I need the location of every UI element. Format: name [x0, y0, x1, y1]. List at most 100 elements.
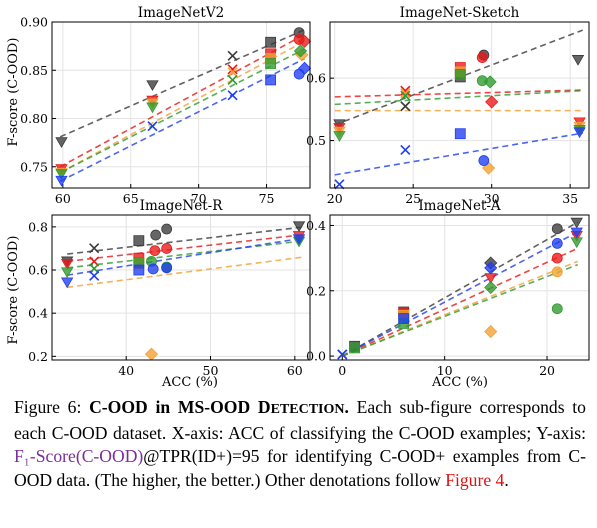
- trend-line-red: [59, 33, 305, 168]
- x-tick-label: 20: [327, 191, 343, 206]
- caption-end: .: [504, 469, 509, 490]
- x-tick-label: 70: [191, 191, 207, 206]
- x-tick-label: 60: [55, 191, 71, 206]
- marker-black-tri-down: [571, 55, 585, 66]
- marker-black-circle: [161, 223, 173, 235]
- y-tick-label: 0.8: [28, 219, 48, 234]
- caption-figure-link[interactable]: Figure 4: [445, 469, 505, 490]
- marker-green-tri-down: [60, 267, 74, 279]
- y-tick-label: 0.75: [20, 159, 48, 174]
- y-tick-label: 0.6: [28, 263, 48, 278]
- marker-black-circle: [551, 223, 563, 235]
- marker-green-tri-down: [333, 131, 346, 142]
- x-tick-label: 20: [539, 363, 555, 378]
- marker-green-x: [400, 90, 411, 101]
- trend-line-green: [59, 48, 305, 174]
- marker-orange-x: [400, 88, 411, 99]
- marker-red-diamond: [298, 34, 312, 48]
- y-tick-label: 0.4: [28, 306, 48, 321]
- x-tick-label: 60: [287, 363, 303, 378]
- subplot-title: ImageNet-A: [418, 198, 501, 214]
- marker-red-circle: [161, 243, 173, 254]
- trend-line-red: [334, 89, 583, 98]
- marker-blue-tri-down: [573, 127, 586, 139]
- marker-green-square: [454, 69, 466, 80]
- marker-green-tri-down: [55, 169, 68, 180]
- marker-red-tri-down: [60, 259, 74, 270]
- marker-black-tri-down: [55, 137, 68, 148]
- figure-grid: F-score (C-OOD) F-score (C-OOD) ACC (%) …: [6, 5, 590, 390]
- plot-area-imagenet-a: [330, 215, 589, 360]
- x-tick-label: 25: [405, 191, 421, 206]
- marker-black-x: [89, 243, 100, 254]
- subplot-imagenetv2: ImageNetV2 0.75 0.80 0.85 0.90 60 65 70 75: [20, 5, 312, 206]
- marker-blue-x: [89, 270, 100, 281]
- marker-orange-circle: [551, 266, 563, 278]
- marker-black-x: [400, 101, 411, 112]
- marker-blue-tri-down: [570, 227, 583, 239]
- marker-red-circle: [551, 252, 563, 264]
- x-axis-label-right: ACC (%): [431, 375, 488, 390]
- marker-green-diamond: [293, 44, 308, 58]
- trend-line-orange: [59, 40, 305, 174]
- x-tick-label: 35: [562, 191, 578, 206]
- marker-blue-tri-down: [60, 277, 74, 289]
- x-tick-label: 40: [118, 363, 134, 378]
- y-tick-label: 0.80: [20, 111, 48, 126]
- marker-green-x: [227, 74, 238, 85]
- plot-frame-imagenetv2: [51, 21, 311, 189]
- figure-caption: Figure 6: C-OOD in MS-OOD DETECTION. Eac…: [14, 396, 586, 492]
- plot-frame-imagenet-sketch: [329, 21, 590, 189]
- marker-blue-square: [398, 313, 410, 324]
- subplot-imagenet-sketch: ImageNet-Sketch 0.5 0.6 20 25 30 35: [306, 5, 590, 206]
- y-tick-label: 0.0: [306, 349, 326, 364]
- trend-line-blue: [59, 57, 305, 182]
- marker-green-diamond: [484, 280, 498, 295]
- marker-blue-square: [133, 264, 145, 276]
- marker-black-square: [133, 235, 145, 247]
- y-axis-label-bottom: F-score (C-OOD): [6, 236, 21, 345]
- marker-black-tri-down: [570, 217, 583, 229]
- y-tick-label: 0.4: [306, 218, 326, 233]
- marker-blue-square: [454, 128, 466, 140]
- marker-blue-x: [334, 179, 345, 190]
- marker-green-circle: [551, 303, 563, 315]
- subplot-imagenet-r: ImageNet-R 0.2 0.4 0.6 0.8 40 50 60: [28, 198, 311, 378]
- trend-line-black: [59, 28, 305, 138]
- marker-green-diamond: [483, 75, 497, 89]
- y-axis-label-top: F-score (C-OOD): [6, 38, 21, 147]
- marker-green-x: [89, 263, 100, 274]
- x-tick-label: 50: [203, 363, 219, 378]
- marker-blue-diamond: [298, 61, 312, 75]
- y-tick-label: 0.85: [20, 63, 48, 78]
- marker-blue-x: [337, 349, 348, 360]
- trend-line-black: [341, 221, 579, 357]
- marker-blue-circle: [551, 238, 563, 249]
- marker-black-circle: [150, 229, 162, 241]
- marker-blue-x: [147, 121, 158, 132]
- x-tick-label: 65: [123, 191, 139, 206]
- trend-line-red: [341, 247, 579, 357]
- marker-blue-x: [227, 90, 238, 101]
- caption-figure-number: Figure 6:: [14, 397, 82, 417]
- trend-line-blue: [334, 132, 583, 176]
- marker-red-circle: [149, 245, 161, 257]
- marker-black-square: [265, 36, 277, 48]
- caption-body-1: Each sub-figure corresponds to each C-OO…: [14, 397, 586, 443]
- y-tick-label: 0.2: [306, 283, 326, 298]
- marker-blue-circle: [478, 155, 490, 166]
- y-tick-label: 0.2: [28, 349, 48, 364]
- caption-body-2: @TPR(ID+)=95 for identifying C-OOD+ exam…: [14, 446, 586, 490]
- x-tick-label: 10: [437, 363, 453, 378]
- marker-blue-circle: [147, 263, 159, 275]
- marker-red-diamond: [485, 95, 499, 109]
- marker-green-tri-down: [146, 102, 159, 114]
- marker-black-x: [227, 50, 238, 61]
- subplot-title: ImageNet-Sketch: [400, 5, 520, 21]
- marker-green-square: [265, 58, 277, 69]
- x-tick-label: 30: [484, 191, 500, 206]
- marker-orange-diamond: [484, 325, 498, 339]
- y-tick-label: 0.90: [20, 15, 48, 30]
- plot-frame-imagenet-a: [329, 214, 590, 361]
- plot-area-imagenet-sketch: [330, 22, 589, 188]
